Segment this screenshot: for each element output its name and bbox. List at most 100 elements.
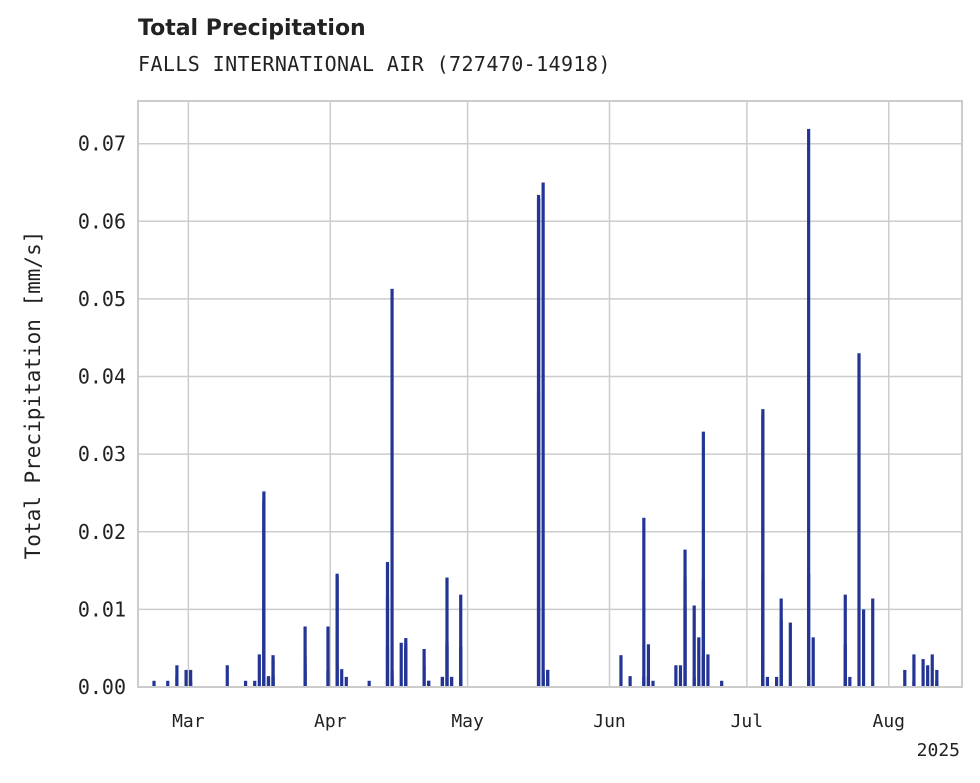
- bar: [225, 665, 229, 687]
- x-tick-label: Aug: [872, 711, 905, 732]
- bar: [445, 641, 449, 687]
- bar: [912, 680, 916, 687]
- bar: [253, 680, 257, 687]
- chart-title: Total Precipitation: [138, 16, 366, 41]
- bar: [646, 644, 651, 687]
- bar: [779, 619, 783, 687]
- bar: [422, 665, 426, 687]
- bar: [651, 680, 655, 687]
- bar: [912, 654, 916, 687]
- bar: [761, 659, 765, 687]
- bar: [427, 680, 431, 687]
- bar: [536, 198, 541, 688]
- y-axis-label: Total Precipitation [mm/s]: [21, 231, 45, 560]
- x-tick-label: Mar: [172, 711, 205, 732]
- bar: [935, 669, 939, 687]
- bar: [445, 577, 449, 687]
- y-tick-label: 0.07: [78, 132, 126, 156]
- bar: [930, 654, 934, 687]
- bar: [678, 665, 683, 687]
- bar: [546, 669, 550, 687]
- bar: [271, 659, 275, 687]
- bar: [706, 654, 710, 687]
- bar: [335, 573, 339, 687]
- bar: [843, 594, 847, 687]
- bar: [189, 680, 193, 687]
- y-tick-label: 0.06: [78, 209, 126, 233]
- bar: [848, 676, 852, 687]
- bar: [811, 637, 815, 687]
- bar: [271, 676, 275, 687]
- x-tick-label: Apr: [314, 711, 347, 732]
- bar: [404, 647, 408, 687]
- y-tick-label: 0.02: [78, 520, 126, 544]
- bar: [788, 622, 792, 687]
- bar: [175, 665, 179, 687]
- bar: [166, 680, 170, 687]
- bar-series: [152, 128, 939, 688]
- y-tick-label: 0.05: [78, 287, 126, 311]
- bar: [701, 431, 705, 687]
- bar: [340, 669, 344, 687]
- bar: [262, 498, 266, 687]
- bar: [683, 576, 687, 687]
- bar: [642, 517, 646, 687]
- bar: [935, 680, 939, 687]
- bar: [152, 680, 156, 687]
- bar: [541, 669, 545, 687]
- y-tick-labels: 0.00 0.01 0.02 0.03 0.04 0.05 0.06 0.07: [78, 132, 126, 699]
- grid-lines: [138, 101, 962, 688]
- bar: [440, 676, 445, 687]
- bar: [459, 676, 463, 687]
- chart-subtitle: FALLS INTERNATIONAL AIR (727470-14918): [138, 52, 611, 76]
- y-tick-label: 0.03: [78, 442, 126, 466]
- bar: [761, 415, 765, 687]
- bar: [775, 676, 779, 687]
- bar: [449, 676, 454, 687]
- bar: [857, 353, 861, 687]
- y-tick-label: 0.00: [78, 675, 126, 699]
- bar: [385, 646, 390, 687]
- bar: [921, 659, 925, 687]
- y-tick-label: 0.01: [78, 597, 126, 621]
- bar: [541, 182, 545, 687]
- bar: [326, 626, 330, 687]
- bar: [871, 598, 875, 687]
- bar: [674, 665, 678, 687]
- bar: [266, 676, 271, 687]
- bar: [619, 655, 623, 687]
- bar: [367, 680, 371, 687]
- x-tick-labels: Mar Apr May Jun Jul Aug: [172, 711, 905, 732]
- bar: [697, 637, 701, 687]
- x-tick-label: Jul: [731, 711, 764, 732]
- bar: [184, 669, 188, 687]
- bar: [807, 128, 811, 687]
- bar: [189, 669, 193, 687]
- bar: [243, 680, 248, 687]
- x-tick-label: May: [451, 711, 484, 732]
- bar: [765, 676, 770, 687]
- bar: [926, 665, 930, 687]
- bar: [646, 676, 651, 687]
- bar: [692, 676, 696, 687]
- bar: [642, 676, 646, 687]
- bar: [628, 676, 632, 687]
- bar: [861, 609, 866, 687]
- bar: [692, 605, 696, 687]
- y-tick-label: 0.04: [78, 365, 126, 389]
- x-year-label: 2025: [917, 740, 960, 761]
- bar: [903, 669, 907, 687]
- bar: [390, 288, 394, 687]
- bar: [459, 594, 463, 687]
- bar: [720, 680, 724, 687]
- bar: [385, 562, 390, 687]
- bar: [701, 654, 705, 687]
- bar: [257, 654, 261, 687]
- bar: [761, 615, 765, 687]
- bar: [399, 642, 403, 687]
- bar: [303, 665, 307, 687]
- x-tick-label: Jun: [593, 711, 626, 732]
- plot-frame: [137, 100, 963, 688]
- bar: [390, 677, 394, 687]
